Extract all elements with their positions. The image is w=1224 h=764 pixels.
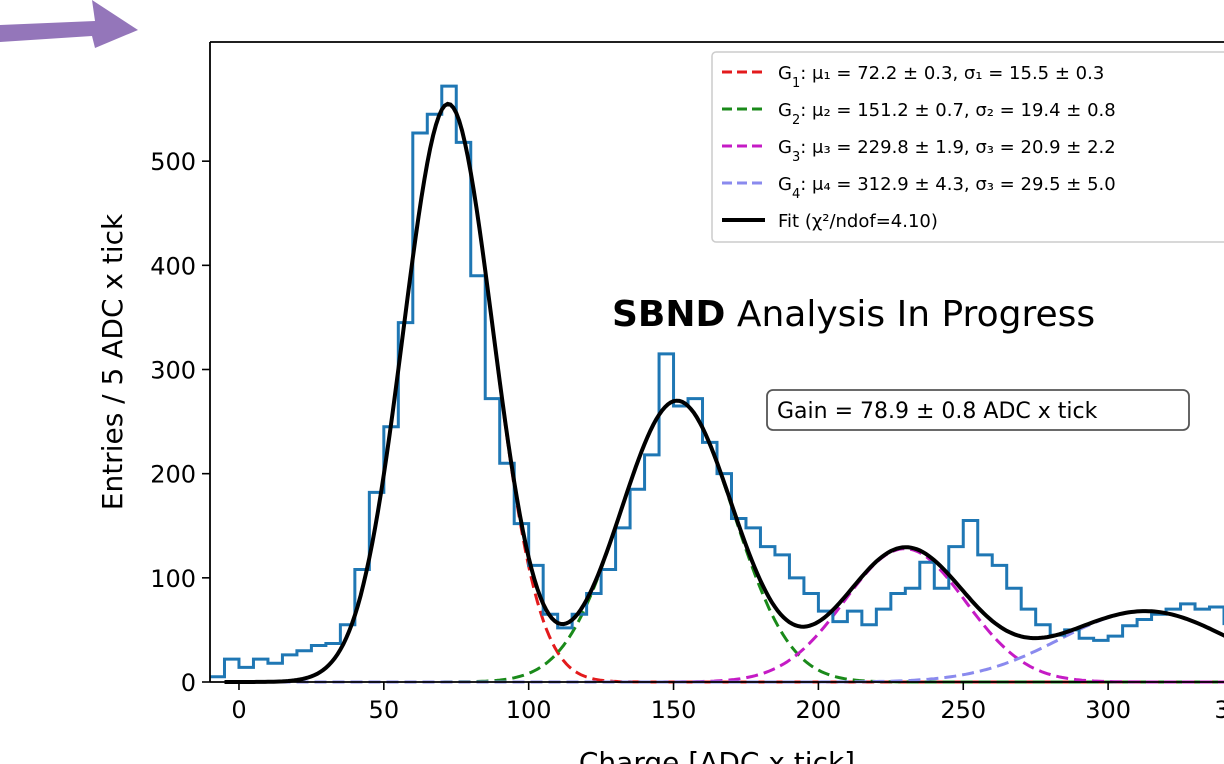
legend-label-g4: G4: μ₄ = 312.9 ± 4.3, σ₃ = 29.5 ± 5.0 [778, 174, 1116, 202]
y-tick-label: 100 [150, 565, 196, 593]
x-tick-label: 200 [795, 696, 841, 724]
legend-label-fit: Fit (χ²/ndof=4.10) [778, 211, 938, 232]
x-tick-label: 300 [1085, 696, 1131, 724]
y-tick-label: 300 [150, 357, 196, 385]
legend-label-g3: G3: μ₃ = 229.8 ± 1.9, σ₃ = 20.9 ± 2.2 [778, 137, 1116, 165]
banner-text: Analysis In Progress [725, 294, 1095, 335]
experiment-banner: SBND Analysis In Progress [612, 294, 1095, 335]
x-tick-label: 100 [506, 696, 552, 724]
x-axis-title: Charge [ADC x tick] [579, 746, 855, 764]
slide-arrow-icon [0, 0, 138, 48]
banner-bold-label: SBND [612, 294, 725, 335]
x-tick-label: 150 [651, 696, 697, 724]
fit-component-g3 [224, 547, 1224, 684]
y-axis-title: Entries / 5 ADC x tick [96, 213, 129, 510]
fit-component-g4 [224, 609, 1224, 684]
legend-box [711, 51, 1224, 243]
axes: 0 50 100 150 200 250 300 3 0 100 200 300 400 500 [150, 41, 1224, 724]
legend-label-g1: G1: μ₁ = 72.2 ± 0.3, σ₁ = 15.5 ± 0.3 [778, 63, 1104, 91]
legend-entries: G1: μ₁ = 72.2 ± 0.3, σ₁ = 15.5 ± 0.3 G2: … [722, 63, 1116, 232]
y-tick-label: 400 [150, 252, 196, 280]
y-ticks: 0 100 200 300 400 500 [150, 148, 210, 697]
y-tick-label: 0 [181, 669, 196, 697]
y-tick-label: 200 [150, 461, 196, 489]
histogram-series [210, 84, 1224, 679]
x-tick-label: 50 [369, 696, 400, 724]
legend-label-g2: G2: μ₂ = 151.2 ± 0.7, σ₂ = 19.4 ± 0.8 [778, 100, 1116, 128]
x-tick-label-clipped: 3 [1214, 696, 1224, 724]
gain-annotation: Gain = 78.9 ± 0.8 ADC x tick [766, 389, 1190, 431]
fit-total-curve [224, 101, 1224, 684]
x-tick-label: 250 [940, 696, 986, 724]
x-tick-label: 0 [231, 696, 246, 724]
x-ticks: 0 50 100 150 200 250 300 3 [231, 682, 1224, 724]
legend: G1: μ₁ = 72.2 ± 0.3, σ₁ = 15.5 ± 0.3 G2: … [711, 51, 1224, 243]
gain-label: Gain = 78.9 ± 0.8 ADC x tick [777, 399, 1098, 424]
y-tick-label: 500 [150, 148, 196, 176]
gain-box [766, 389, 1190, 431]
